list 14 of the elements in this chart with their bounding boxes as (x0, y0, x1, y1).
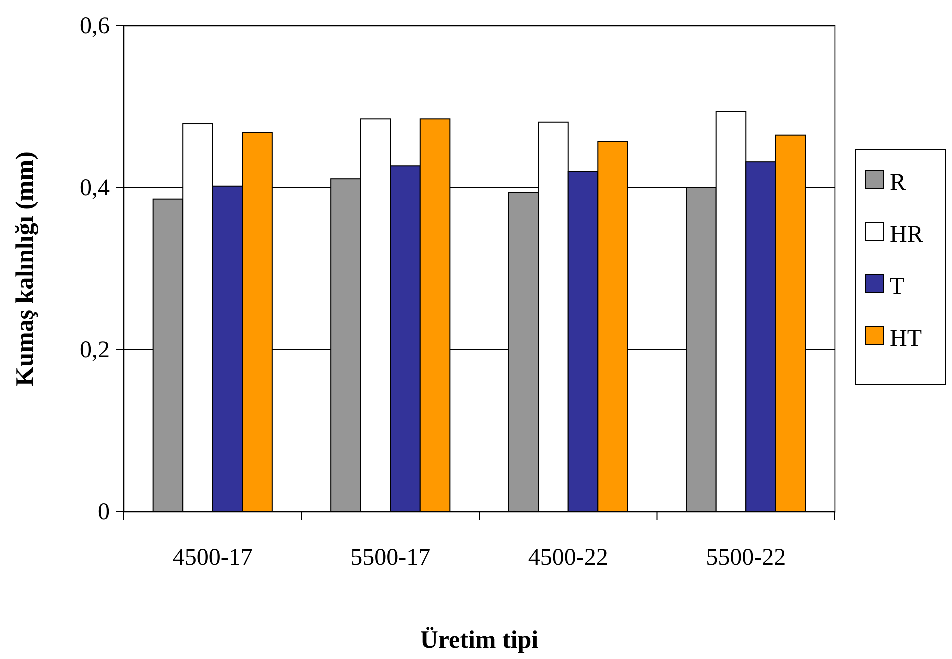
legend-label: R (890, 170, 906, 196)
legend-label: T (890, 274, 905, 300)
y-tick-label: 0,6 (80, 14, 110, 40)
x-tick-label: 5500-17 (350, 545, 431, 572)
y-tick-label: 0,4 (80, 176, 110, 202)
y-tick-label: 0 (98, 500, 110, 526)
legend-label: HR (890, 222, 924, 248)
legend-label: HT (890, 326, 922, 352)
x-tick-label: 4500-22 (528, 545, 608, 572)
x-tick-label: 5500-22 (706, 545, 786, 572)
y-axis-title: Kumaş kalınlığı (mm) (12, 152, 39, 386)
x-tick-label: 4500-17 (172, 545, 253, 572)
x-axis-title: Üretim tipi (420, 627, 539, 654)
y-tick-label: 0,2 (80, 338, 110, 364)
